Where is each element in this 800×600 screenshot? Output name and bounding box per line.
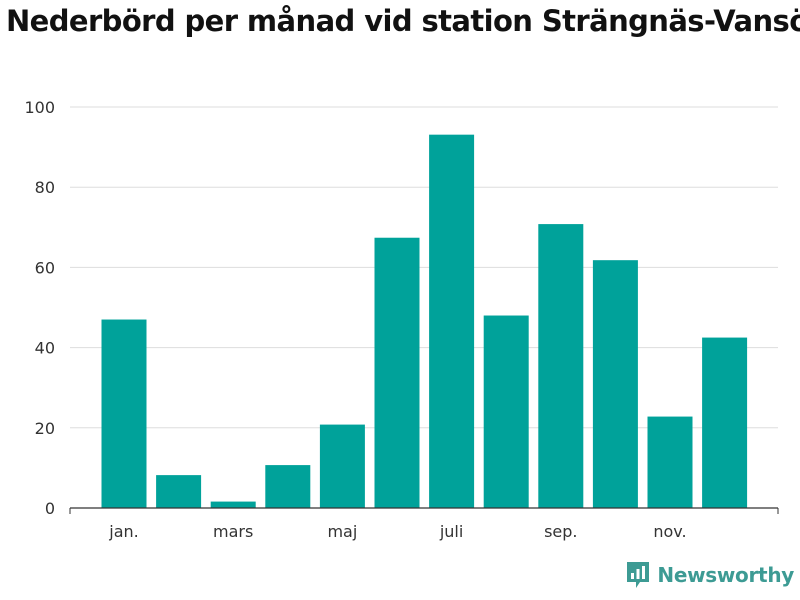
x-axis-labels: jan. mars maj juli sep. nov.	[108, 522, 686, 541]
bar-dec.[interactable]	[702, 337, 748, 508]
y-axis-labels: 0 20 40 60 80 100	[24, 98, 55, 518]
y-tick-label: 20	[35, 419, 55, 438]
x-tick-label: sep.	[544, 522, 577, 541]
bar-aug.[interactable]	[483, 315, 529, 508]
bar-okt.[interactable]	[592, 260, 638, 508]
bar-maj[interactable]	[319, 424, 365, 508]
y-tick-label: 60	[35, 258, 55, 277]
chart-title: Nederbörd per månad vid station Strängnä…	[6, 4, 800, 38]
x-tick-label: nov.	[653, 522, 686, 541]
y-tick-label: 40	[35, 339, 55, 358]
gridlines	[70, 106, 778, 429]
x-axis	[69, 507, 779, 514]
y-tick-label: 100	[24, 98, 55, 117]
brand-logo[interactable]: Newsworthy	[625, 560, 794, 590]
bar-sep.[interactable]	[538, 224, 584, 509]
x-tick-label: maj	[327, 522, 357, 541]
bars	[101, 134, 748, 509]
bar-juni[interactable]	[374, 237, 420, 508]
bar-apr.[interactable]	[265, 465, 311, 508]
x-tick-label: juli	[439, 522, 463, 541]
x-tick-label: mars	[213, 522, 253, 541]
brand-name: Newsworthy	[657, 563, 794, 587]
bar-juli[interactable]	[429, 134, 475, 508]
y-tick-label: 0	[45, 499, 55, 518]
bar-jan.[interactable]	[101, 319, 147, 508]
y-tick-label: 80	[35, 178, 55, 197]
bar-nov.[interactable]	[647, 416, 693, 508]
bar-feb.[interactable]	[156, 475, 202, 508]
newsworthy-logo-icon	[627, 562, 650, 588]
bar-mars[interactable]	[210, 501, 256, 508]
x-tick-label: jan.	[108, 522, 138, 541]
